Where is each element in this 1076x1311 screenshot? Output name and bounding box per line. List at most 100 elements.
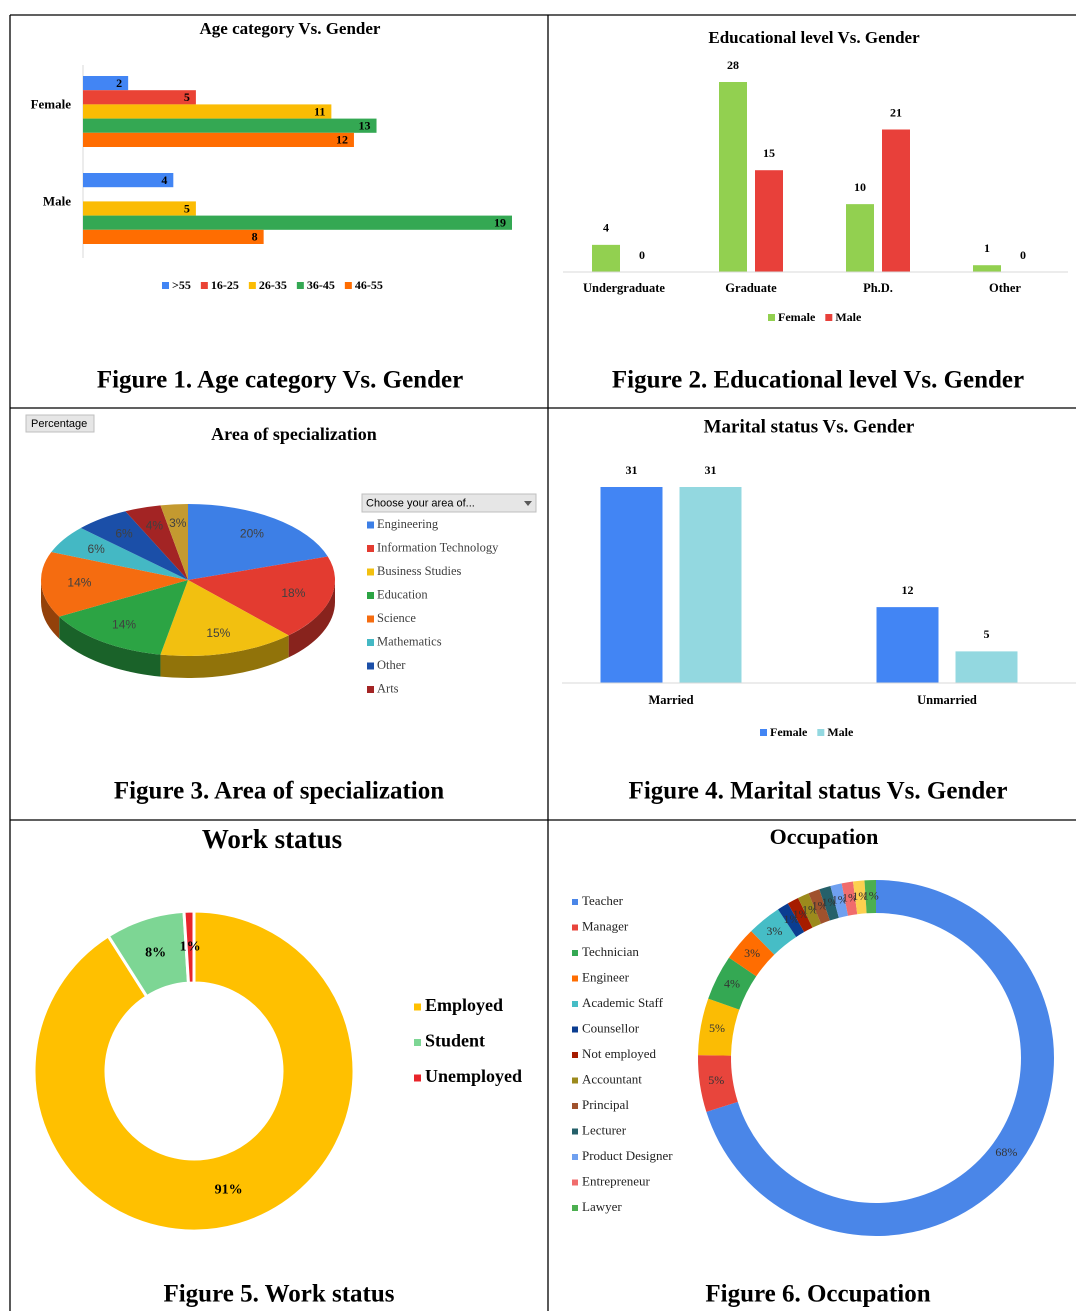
category-label: Graduate: [725, 281, 777, 295]
bar: [719, 82, 747, 272]
legend-label: Female: [770, 725, 808, 739]
legend-swatch: [200, 282, 208, 289]
legend-swatch: [572, 950, 578, 956]
legend-label: Female: [778, 310, 816, 324]
value-label: 4%: [724, 977, 740, 991]
value-label: 3%: [744, 946, 760, 960]
legend-swatch: [572, 899, 578, 905]
slice: [59, 580, 188, 655]
legend-swatch: [367, 686, 374, 693]
legend-swatch: [248, 282, 256, 289]
legend-label: Education: [377, 587, 428, 601]
legend-label: 16-25: [211, 278, 239, 292]
slice: [798, 893, 822, 928]
value-label: 10: [854, 180, 866, 194]
legend-label: Information Technology: [377, 540, 499, 554]
value-label: 8: [252, 230, 258, 244]
chart-title: Occupation: [770, 824, 879, 849]
figure-caption: Figure 1. Age category Vs. Gender: [97, 367, 463, 394]
slice: [32, 909, 356, 1233]
slice: [708, 957, 757, 1010]
legend-label: Manager: [582, 918, 629, 933]
value-label: 0: [1020, 248, 1026, 262]
legend-label: Employed: [425, 995, 503, 1015]
bar: [679, 487, 742, 683]
legend-swatch: [414, 1039, 421, 1046]
bar: [755, 170, 783, 272]
value-label: 20%: [240, 527, 264, 541]
dropdown-label: Choose your area of...: [366, 497, 475, 509]
slice: [698, 998, 740, 1056]
legend-swatch: [572, 1077, 578, 1084]
value-label: 1: [984, 241, 990, 255]
legend-label: 26-35: [259, 278, 287, 292]
legend-swatch: [768, 314, 775, 321]
slice: [125, 505, 188, 580]
bar: [876, 607, 939, 683]
legend-swatch: [572, 1026, 578, 1033]
legend-label: Mathematics: [377, 634, 442, 648]
chart-title: Educational level Vs. Gender: [708, 28, 920, 47]
slice: [80, 511, 188, 580]
value-label: 91%: [215, 1182, 243, 1197]
legend-swatch: [414, 1003, 421, 1011]
bar: [83, 104, 332, 119]
slice: [729, 931, 775, 977]
legend-swatch: [367, 615, 374, 623]
legend-swatch: [162, 282, 169, 289]
legend-label: Teacher: [582, 893, 624, 908]
category-label: Married: [648, 693, 693, 707]
legend-label: 36-45: [307, 278, 335, 292]
value-label: 31: [626, 463, 638, 477]
category-label: Undergraduate: [583, 281, 665, 295]
figure-caption: Figure 2. Educational level Vs. Gender: [612, 367, 1024, 394]
value-label: 2: [116, 76, 122, 90]
figure-caption: Figure 4. Marital status Vs. Gender: [629, 778, 1008, 805]
value-label: 8%: [145, 945, 166, 960]
value-label: 5: [984, 627, 990, 641]
slice: [864, 880, 876, 914]
value-label: 5: [184, 201, 190, 215]
bar: [592, 244, 620, 272]
value-label: 12: [902, 583, 914, 597]
value-label: 14%: [67, 576, 91, 590]
dropdown-arrow: [524, 501, 532, 506]
legend-label: Entrepreneur: [582, 1173, 651, 1188]
bar: [83, 132, 354, 147]
slice: [188, 556, 335, 636]
legend-swatch: [825, 314, 833, 321]
legend-swatch: [572, 1179, 578, 1186]
legend-label: Unemployed: [425, 1066, 522, 1086]
figure-caption: Figure 5. Work status: [163, 1281, 394, 1308]
category-label: Other: [989, 281, 1021, 295]
bar: [955, 651, 1018, 683]
legend-label: 46-55: [355, 278, 383, 292]
slice: [182, 909, 196, 985]
legend-swatch: [817, 729, 825, 736]
legend-label: Counsellor: [582, 1020, 640, 1035]
value-label: 12: [336, 133, 348, 147]
legend-swatch: [367, 592, 374, 599]
legend-swatch: [572, 1103, 578, 1109]
legend-label: Arts: [377, 681, 399, 695]
slice: [808, 889, 830, 924]
bar: [83, 229, 264, 244]
legend-label: Male: [835, 310, 862, 324]
value-label: 15%: [206, 626, 230, 640]
figure-caption: Figure 3. Area of specialization: [114, 778, 444, 805]
value-label: 19: [494, 215, 506, 229]
legend-label: Accountant: [582, 1071, 642, 1086]
slice: [830, 883, 848, 918]
value-label: 18%: [281, 586, 305, 600]
value-label: 5%: [709, 1021, 725, 1035]
figure-caption: Figure 6. Occupation: [705, 1281, 930, 1308]
chart-title: Work status: [202, 824, 342, 854]
legend-swatch: [344, 282, 352, 289]
legend-swatch: [367, 545, 374, 552]
value-label: 68%: [995, 1145, 1017, 1159]
slice: [751, 909, 797, 955]
value-label: 1%: [180, 939, 201, 954]
value-label: 11: [314, 104, 325, 118]
value-label: 1%: [852, 889, 868, 903]
